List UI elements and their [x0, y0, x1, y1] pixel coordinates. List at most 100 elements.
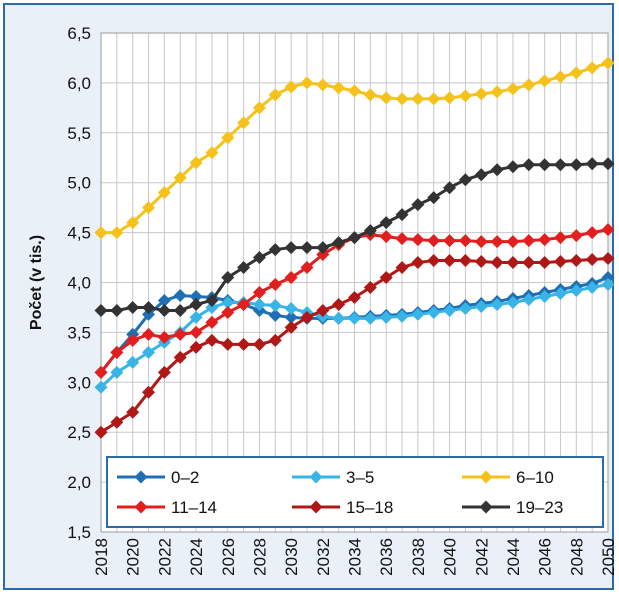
- data-point: [142, 307, 156, 321]
- y-tick-label: 4,5: [67, 224, 91, 243]
- data-point: [585, 157, 599, 171]
- data-point: [205, 146, 219, 160]
- data-point: [601, 223, 615, 237]
- data-point: [601, 271, 615, 285]
- x-tick-label: 2018: [92, 538, 111, 576]
- legend-item: 3–5: [292, 468, 374, 487]
- line-chart: 1,52,02,53,03,54,04,55,05,56,06,5 2018 20…: [28, 24, 616, 576]
- x-tick-label: 2022: [155, 538, 174, 576]
- data-point: [443, 91, 457, 105]
- y-tick-label: 2,5: [67, 423, 91, 442]
- series-5: [94, 252, 615, 439]
- data-point: [284, 80, 298, 94]
- legend-marker: [134, 470, 148, 484]
- data-point: [427, 234, 441, 248]
- data-point: [237, 337, 251, 351]
- data-point: [316, 78, 330, 92]
- data-point: [189, 289, 203, 303]
- x-tick-label: 2034: [346, 538, 365, 576]
- data-point: [553, 286, 567, 300]
- legend-marker: [309, 470, 323, 484]
- data-point: [458, 173, 472, 187]
- data-point: [458, 301, 472, 315]
- data-point: [601, 277, 615, 291]
- data-point: [94, 380, 108, 394]
- x-tick-label: 2048: [567, 538, 586, 576]
- x-tick-label: 2050: [599, 538, 616, 576]
- legend-item: 19–23: [462, 498, 563, 517]
- data-point: [490, 163, 504, 177]
- legend-label: 0–2: [171, 468, 199, 487]
- data-point: [522, 78, 536, 92]
- y-tick-label: 3,0: [67, 373, 91, 392]
- data-point: [538, 256, 552, 270]
- legend-label: 15–18: [346, 498, 393, 517]
- data-point: [94, 365, 108, 379]
- legend-marker: [134, 500, 148, 514]
- data-point: [427, 254, 441, 268]
- data-point: [157, 293, 171, 307]
- data-point: [427, 305, 441, 319]
- data-point: [157, 303, 171, 317]
- y-tick-label: 5,0: [67, 174, 91, 193]
- data-point: [506, 82, 520, 96]
- data-point: [585, 226, 599, 240]
- data-point: [601, 252, 615, 266]
- data-point: [189, 310, 203, 324]
- data-point: [332, 297, 346, 311]
- data-point: [332, 311, 346, 325]
- data-point: [205, 333, 219, 347]
- legend-marker: [479, 500, 493, 514]
- legend-box: [106, 456, 604, 528]
- data-point: [332, 236, 346, 250]
- data-point: [506, 256, 520, 270]
- legend-item: 0–2: [117, 468, 199, 487]
- data-point: [538, 74, 552, 88]
- data-point: [506, 160, 520, 174]
- data-point: [522, 292, 536, 306]
- data-point: [601, 157, 615, 171]
- data-point: [268, 333, 282, 347]
- data-point: [173, 288, 187, 302]
- data-point: [126, 355, 140, 369]
- x-tick-label: 2020: [124, 538, 143, 576]
- data-point: [363, 311, 377, 325]
- data-point: [379, 216, 393, 230]
- x-tick-label: 2032: [314, 538, 333, 576]
- data-point: [506, 295, 520, 309]
- data-point: [363, 280, 377, 294]
- x-tick-label: 2040: [441, 538, 460, 576]
- data-point: [332, 81, 346, 95]
- data-point: [569, 254, 583, 268]
- data-point: [284, 241, 298, 255]
- data-point: [379, 230, 393, 244]
- data-point: [205, 293, 219, 307]
- data-point: [268, 308, 282, 322]
- y-tick-label: 3,5: [67, 323, 91, 342]
- data-point: [569, 66, 583, 80]
- y-tick-label: 5,5: [67, 124, 91, 143]
- data-point: [348, 84, 361, 98]
- data-point: [142, 345, 156, 359]
- data-point: [252, 251, 266, 265]
- data-point: [157, 330, 171, 344]
- legend-label: 19–23: [516, 498, 563, 517]
- data-point: [110, 415, 124, 429]
- data-point: [157, 186, 171, 200]
- data-point: [474, 299, 488, 313]
- x-tick-label: 2024: [187, 538, 206, 576]
- data-point: [395, 309, 409, 323]
- data-point: [284, 301, 298, 315]
- data-point: [395, 208, 409, 222]
- data-point: [126, 216, 140, 230]
- data-point: [569, 229, 583, 243]
- data-point: [474, 87, 488, 101]
- data-point: [126, 405, 140, 419]
- series-2: [94, 277, 615, 394]
- data-point: [569, 158, 583, 172]
- data-point: [189, 156, 203, 170]
- data-point: [411, 92, 425, 106]
- data-point: [221, 305, 235, 319]
- x-tick-label: 2036: [377, 538, 396, 576]
- data-point: [395, 232, 409, 246]
